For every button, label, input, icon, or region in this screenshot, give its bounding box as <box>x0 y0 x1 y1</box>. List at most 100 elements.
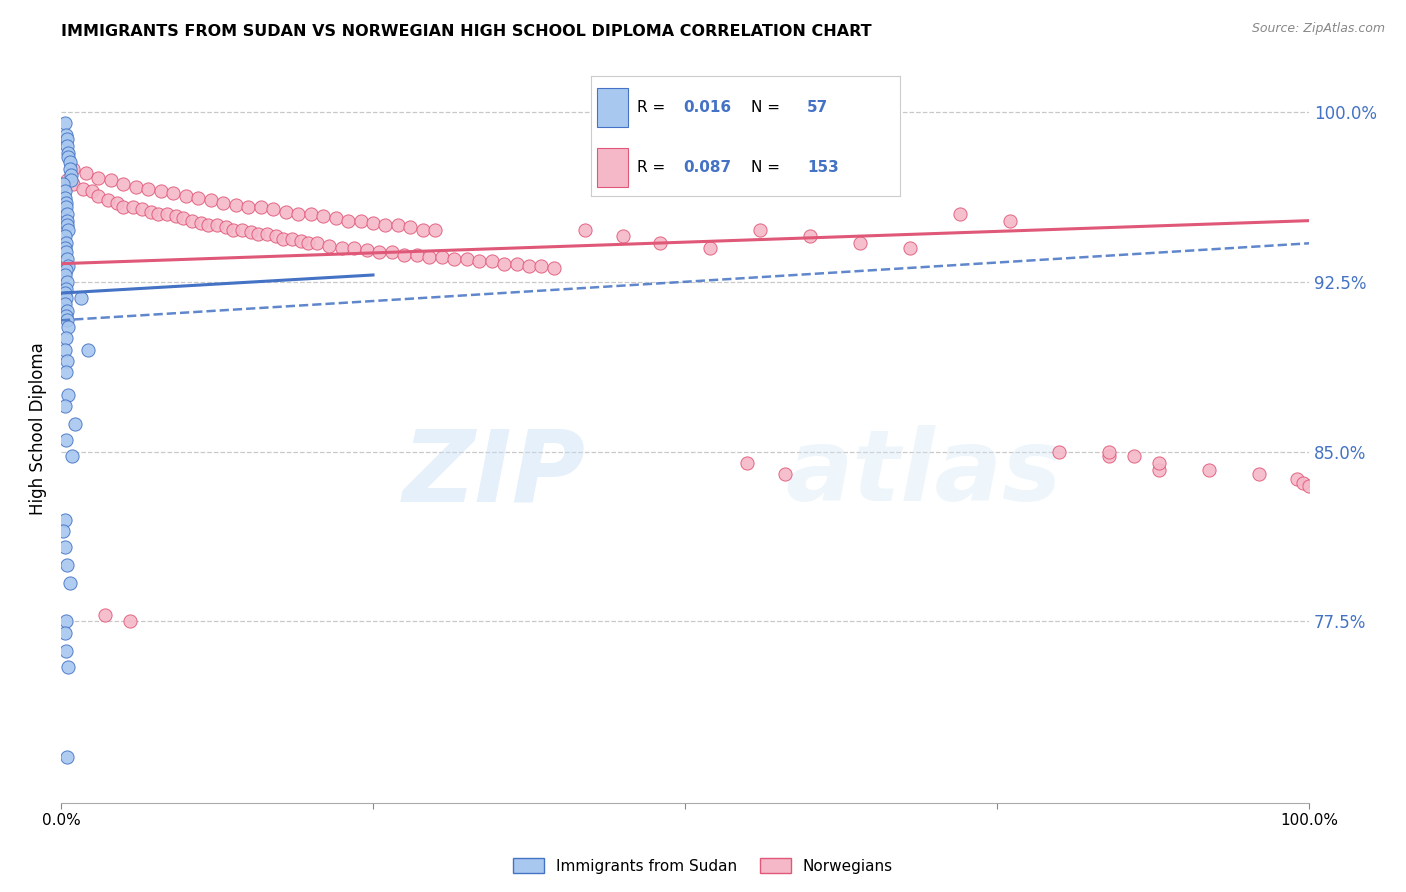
Legend: Immigrants from Sudan, Norwegians: Immigrants from Sudan, Norwegians <box>508 852 898 880</box>
Text: 153: 153 <box>807 160 839 175</box>
Point <box>58 150 80 164</box>
Point <box>55 615 77 629</box>
Point <box>239 225 262 239</box>
Point <box>200 194 222 208</box>
Point <box>136 182 159 196</box>
Point <box>612 229 634 244</box>
Point <box>543 261 565 276</box>
Point <box>247 227 270 242</box>
Bar <box>596 148 627 187</box>
Point <box>148 207 170 221</box>
Point <box>187 191 209 205</box>
Point <box>737 456 759 470</box>
Point <box>1098 449 1121 463</box>
Point <box>1285 472 1308 486</box>
Point <box>848 236 870 251</box>
Text: R =: R = <box>637 100 671 115</box>
Point <box>56 313 79 327</box>
Point <box>281 232 304 246</box>
Point <box>337 213 360 227</box>
Point <box>52 524 75 538</box>
Point <box>131 202 153 217</box>
Point <box>53 241 76 255</box>
Point <box>149 184 172 198</box>
Point <box>405 247 427 261</box>
Point <box>56 207 79 221</box>
Point <box>97 194 120 208</box>
Point <box>58 320 80 334</box>
Point <box>62 178 84 192</box>
Point <box>58 659 80 673</box>
Point <box>368 245 391 260</box>
Point <box>264 229 287 244</box>
Point <box>53 286 76 301</box>
Point <box>55 236 77 251</box>
Point <box>53 268 76 282</box>
Point <box>381 245 404 260</box>
Point <box>58 388 80 402</box>
Point <box>53 512 76 526</box>
Point <box>392 247 415 261</box>
Point <box>56 139 79 153</box>
Point <box>52 178 75 192</box>
Point <box>55 291 77 305</box>
Point <box>517 259 540 273</box>
Point <box>349 213 371 227</box>
Point <box>425 223 447 237</box>
Point <box>262 202 284 217</box>
Point <box>59 575 82 590</box>
Point <box>63 417 86 432</box>
Point <box>468 254 491 268</box>
Point <box>53 116 76 130</box>
Point <box>58 223 80 237</box>
Point <box>53 229 76 244</box>
Point <box>72 182 94 196</box>
Point <box>118 615 141 629</box>
Point <box>1149 456 1171 470</box>
Point <box>55 331 77 345</box>
Point <box>1149 463 1171 477</box>
Point <box>55 434 77 448</box>
Point <box>70 291 93 305</box>
Point <box>530 259 553 273</box>
Point <box>53 184 76 198</box>
Point <box>492 257 515 271</box>
Point <box>356 243 378 257</box>
Point <box>55 282 77 296</box>
Point <box>574 223 596 237</box>
Point <box>325 211 347 226</box>
Point <box>59 169 82 183</box>
Point <box>59 154 82 169</box>
Y-axis label: High School Diploma: High School Diploma <box>30 343 46 516</box>
Point <box>56 132 79 146</box>
Text: ZIP: ZIP <box>402 425 585 523</box>
Point <box>77 343 100 357</box>
Point <box>55 128 77 142</box>
Point <box>330 241 353 255</box>
Point <box>374 218 396 232</box>
Point <box>55 309 77 323</box>
Point <box>231 223 253 237</box>
Point <box>343 241 366 255</box>
Point <box>59 173 82 187</box>
Point <box>418 250 440 264</box>
Point <box>287 207 309 221</box>
Point <box>799 229 821 244</box>
Point <box>225 198 247 212</box>
Point <box>1298 478 1320 492</box>
Point <box>205 218 228 232</box>
Text: atlas: atlas <box>785 425 1062 523</box>
Point <box>412 223 434 237</box>
Point <box>238 200 260 214</box>
Point <box>55 644 77 658</box>
Point <box>60 449 83 463</box>
Point <box>249 200 271 214</box>
Point <box>55 195 77 210</box>
Point <box>361 216 384 230</box>
Point <box>56 750 79 764</box>
Point <box>222 223 245 237</box>
Point <box>443 252 465 267</box>
Point <box>212 195 235 210</box>
Point <box>55 365 77 379</box>
Point <box>748 223 770 237</box>
